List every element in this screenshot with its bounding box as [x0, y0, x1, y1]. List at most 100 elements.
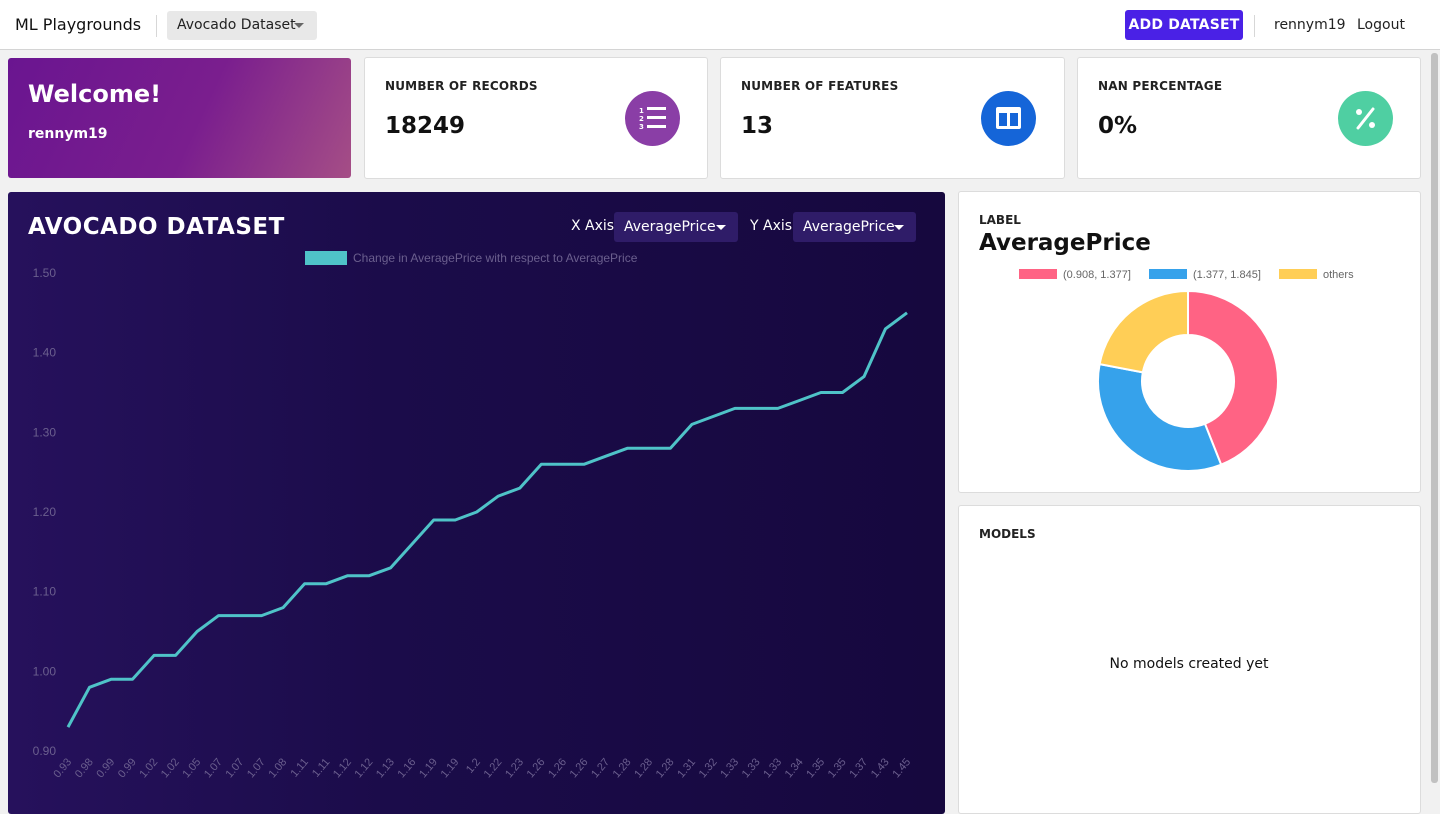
stat-label: NUMBER OF FEATURES — [741, 79, 899, 93]
x-tick-label: 1.13 — [374, 756, 397, 780]
welcome-card: Welcome! rennym19 — [8, 58, 351, 178]
dataset-select-label: Avocado Dataset — [177, 17, 296, 33]
x-tick-label: 1.26 — [546, 756, 569, 780]
x-tick-label: 1.33 — [718, 756, 741, 780]
x-tick-label: 1.19 — [439, 756, 462, 780]
x-tick-label: 1.37 — [847, 756, 870, 780]
label-card-title: LABEL — [979, 213, 1021, 227]
logout-link[interactable]: Logout — [1357, 17, 1405, 33]
x-tick-label: 1.33 — [740, 756, 763, 780]
x-axis-select-value: AveragePrice — [624, 219, 716, 235]
columns-icon — [981, 91, 1036, 146]
x-tick-label: 1.45 — [890, 756, 913, 780]
legend-label[interactable]: (1.377, 1.845] — [1193, 269, 1261, 281]
x-tick-label: 1.28 — [654, 756, 677, 780]
x-tick-label: 1.26 — [568, 756, 591, 780]
y-tick-label: 1.50 — [33, 266, 57, 280]
navbar: ML Playgrounds Avocado Dataset ADD DATAS… — [0, 0, 1440, 50]
x-tick-label: 1.32 — [697, 756, 720, 780]
svg-text:1: 1 — [639, 107, 644, 115]
chevron-down-icon — [716, 225, 726, 230]
nav-divider — [1254, 15, 1255, 37]
y-axis-label: Y Axis — [750, 218, 793, 234]
x-tick-label: 1.11 — [289, 756, 311, 779]
legend-swatch[interactable] — [1019, 269, 1057, 279]
donut-slice[interactable] — [1098, 289, 1189, 374]
y-tick-label: 1.00 — [33, 664, 57, 678]
x-tick-label: 1.33 — [761, 756, 784, 780]
x-tick-label: 1.34 — [783, 756, 806, 780]
x-tick-label: 1.28 — [611, 756, 634, 780]
chart-title: AVOCADO DATASET — [28, 214, 285, 240]
stat-label: NAN PERCENTAGE — [1098, 79, 1223, 93]
x-tick-label: 1.43 — [869, 756, 892, 780]
legend-label[interactable]: others — [1323, 269, 1354, 281]
stat-value: 0% — [1098, 113, 1138, 139]
x-tick-label: 1.12 — [353, 756, 376, 780]
x-tick-label: 1.23 — [503, 756, 526, 780]
x-tick-label: 1.26 — [525, 756, 548, 780]
dataset-select[interactable]: Avocado Dataset — [167, 11, 317, 40]
nav-divider — [156, 15, 157, 37]
scrollbar-thumb[interactable] — [1431, 53, 1438, 783]
svg-text:3: 3 — [639, 123, 644, 131]
label-card: LABEL AveragePrice (0.908, 1.377] (1.377,… — [958, 191, 1421, 493]
svg-text:2: 2 — [639, 115, 644, 123]
x-tick-label: 0.99 — [94, 756, 117, 780]
x-tick-label: 1.35 — [826, 756, 849, 780]
x-tick-label: 1.07 — [202, 756, 225, 780]
x-tick-label: 1.28 — [632, 756, 655, 780]
y-tick-label: 1.30 — [33, 425, 57, 439]
chevron-down-icon — [894, 225, 904, 230]
donut-slice[interactable] — [1187, 289, 1279, 466]
chart-panel: AVOCADO DATASET X Axis AveragePrice Y Ax… — [8, 192, 945, 814]
x-tick-label: 0.99 — [116, 756, 139, 780]
x-tick-label: 1.07 — [223, 756, 246, 780]
x-tick-label: 1.02 — [137, 756, 160, 780]
legend-label[interactable]: Change in AveragePrice with respect to A… — [353, 251, 638, 265]
x-tick-label: 1.08 — [266, 756, 289, 780]
stat-value: 13 — [741, 113, 774, 139]
y-axis-select[interactable]: AveragePrice — [793, 212, 916, 242]
x-tick-label: 0.98 — [73, 756, 96, 780]
x-tick-label: 1.07 — [245, 756, 268, 780]
x-axis-select[interactable]: AveragePrice — [614, 212, 738, 242]
nav-username[interactable]: rennym19 — [1274, 17, 1346, 33]
series-line — [66, 311, 908, 728]
models-card-title: MODELS — [979, 527, 1036, 541]
y-tick-label: 1.40 — [33, 346, 57, 360]
x-tick-label: 1.2 — [464, 756, 483, 775]
welcome-title: Welcome! — [28, 80, 162, 108]
welcome-username: rennym19 — [28, 126, 108, 142]
x-tick-label: 1.31 — [675, 756, 698, 780]
legend-label[interactable]: (0.908, 1.377] — [1063, 269, 1131, 281]
y-axis-select-value: AveragePrice — [803, 219, 895, 235]
x-tick-label: 1.19 — [417, 756, 440, 780]
x-tick-label: 1.27 — [589, 756, 612, 780]
line-chart: Change in AveragePrice with respect to A… — [33, 251, 913, 780]
brand-title[interactable]: ML Playgrounds — [15, 15, 142, 34]
legend-swatch[interactable] — [1279, 269, 1317, 279]
x-tick-label: 1.35 — [804, 756, 827, 780]
stat-card-nan: NAN PERCENTAGE 0% — [1077, 57, 1421, 179]
x-tick-label: 0.93 — [51, 756, 74, 780]
y-tick-label: 1.20 — [33, 505, 57, 519]
models-card: MODELS No models created yet — [958, 505, 1421, 814]
legend-swatch[interactable] — [305, 251, 347, 265]
y-tick-label: 1.10 — [33, 585, 57, 599]
list-numbered-icon: 1 2 3 — [625, 91, 680, 146]
stat-label: NUMBER OF RECORDS — [385, 79, 538, 93]
percent-icon — [1338, 91, 1393, 146]
x-tick-label: 1.02 — [159, 756, 182, 780]
stat-value: 18249 — [385, 113, 466, 139]
chevron-down-icon — [294, 23, 304, 28]
donut-slice[interactable] — [1097, 362, 1223, 472]
x-tick-label: 1.05 — [180, 756, 203, 780]
legend-swatch[interactable] — [1149, 269, 1187, 279]
add-dataset-button[interactable]: ADD DATASET — [1125, 10, 1243, 40]
x-tick-label: 1.16 — [396, 756, 419, 780]
x-tick-label: 1.22 — [482, 756, 505, 780]
stat-card-records: NUMBER OF RECORDS 18249 1 2 3 — [364, 57, 708, 179]
x-tick-label: 1.11 — [310, 756, 332, 779]
x-tick-label: 1.12 — [331, 756, 354, 780]
